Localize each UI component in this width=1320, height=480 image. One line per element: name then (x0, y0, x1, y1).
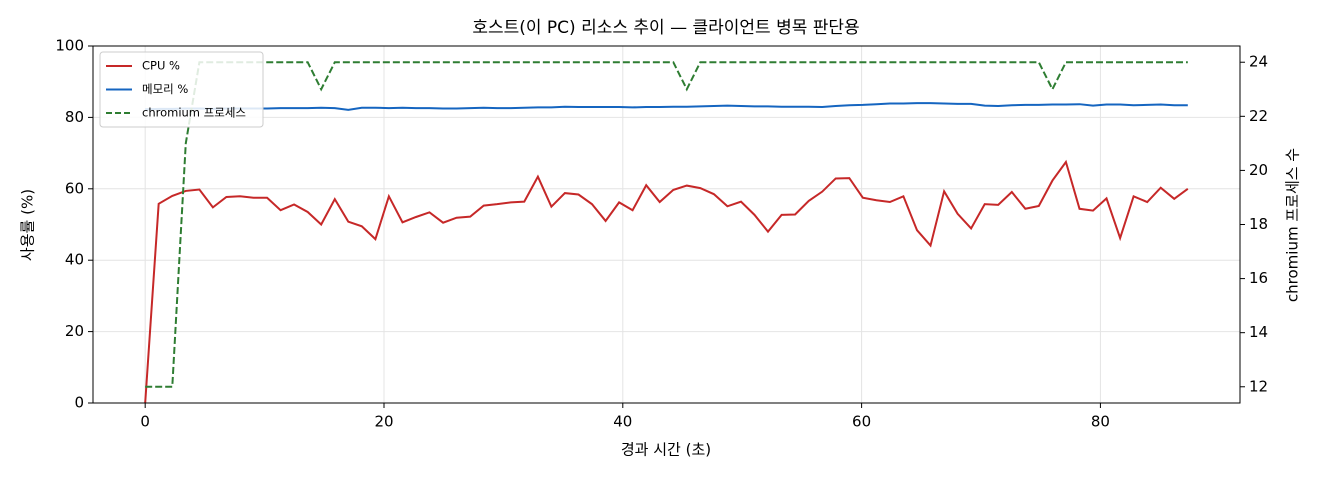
y-axis-label: 사용률 (%) (19, 189, 37, 261)
y-tick-label: 100 (55, 37, 84, 55)
legend-label: CPU % (142, 59, 180, 73)
series-line (145, 102, 1188, 111)
series-line (145, 61, 1188, 388)
x-axis-label: 경과 시간 (초) (621, 441, 711, 459)
y-tick-label: 40 (65, 251, 84, 269)
x-tick-label: 40 (613, 413, 632, 431)
y2-tick-label: 20 (1249, 161, 1268, 179)
y2-tick-label: 12 (1249, 377, 1268, 395)
x-tick-label: 80 (1091, 413, 1110, 431)
y-tick-label: 20 (65, 322, 84, 340)
y-tick-label: 80 (65, 108, 84, 126)
y2-tick-label: 22 (1249, 107, 1268, 125)
y2-tick-label: 16 (1249, 269, 1268, 287)
y2-tick-label: 14 (1249, 323, 1268, 341)
chart-title: 호스트(이 PC) 리소스 추이 — 클라이언트 병목 판단용 (472, 18, 859, 38)
legend: CPU % 메모리 % chromium 프로세스 (99, 51, 264, 128)
legend-label: 메모리 % (142, 82, 188, 96)
plot-frame (92, 45, 1241, 404)
legend-label: chromium 프로세스 (142, 106, 246, 120)
x-tick-label: 20 (374, 413, 393, 431)
y-tick-label: 0 (74, 394, 84, 412)
y2-tick-label: 24 (1249, 53, 1268, 71)
y2-tick-label: 18 (1249, 215, 1268, 233)
x-tick-label: 0 (140, 413, 150, 431)
series-line (144, 159, 1189, 404)
legend-box (99, 51, 264, 128)
y-tick-label: 60 (65, 179, 84, 197)
y2-axis-label: chromium 프로세스 수 (1284, 148, 1302, 302)
x-tick-label: 60 (852, 413, 871, 431)
